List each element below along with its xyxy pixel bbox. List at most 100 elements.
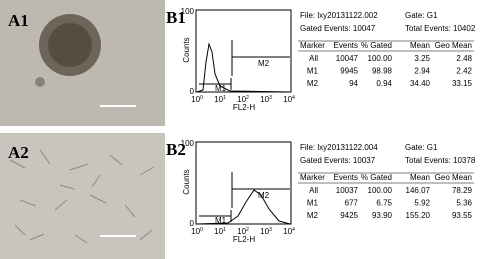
table-cell: 34.40: [410, 79, 431, 88]
table-header: Events: [334, 41, 358, 50]
y-tick-label: 0: [190, 87, 195, 96]
table-header: Events: [334, 173, 358, 182]
tick-exponent: 3: [269, 227, 272, 233]
table-cell: 5.92: [414, 199, 430, 208]
tick-exponent: 3: [269, 95, 272, 101]
x-tick-label: 101: [214, 227, 226, 236]
y-axis-label: Counts: [182, 37, 191, 62]
gated-events: Gated Events: 10037: [300, 156, 376, 165]
table-cell: 677: [345, 199, 359, 208]
table-cell: 6.75: [376, 199, 392, 208]
cell: [35, 77, 45, 87]
x-tick-label: 102: [237, 227, 249, 236]
table-cell: All: [309, 186, 318, 195]
y-tick-label: 100: [181, 139, 195, 148]
table-cell: 94: [349, 79, 358, 88]
cell-texture: [9, 149, 155, 244]
table-header: Geo Mean: [435, 41, 472, 50]
table-cell: 100.00: [368, 54, 393, 63]
table-cell: 9945: [340, 67, 358, 76]
x-tick-label: 100: [191, 95, 203, 104]
file-name: File: lxy20131122.004: [300, 143, 378, 152]
table-cell: 5.36: [456, 199, 472, 208]
table-cell: 93.90: [372, 211, 393, 220]
tick-base: 10: [260, 227, 269, 236]
table-header: Geo Mean: [435, 173, 472, 182]
table-cell: 9425: [340, 211, 358, 220]
tick-base: 10: [191, 95, 200, 104]
tick-exponent: 0: [200, 95, 203, 101]
table-cell: All: [309, 54, 318, 63]
x-axis-label: FL2-H: [233, 235, 255, 244]
plot-frame: [195, 9, 292, 93]
marker-label: M1: [215, 216, 227, 225]
y-tick-label: 100: [181, 7, 195, 16]
gated-events: Gated Events: 10047: [300, 24, 376, 33]
table-cell: 100.00: [368, 186, 393, 195]
table-cell: 2.94: [414, 67, 430, 76]
x-tick-label: 103: [260, 95, 272, 104]
tick-exponent: 2: [246, 95, 249, 101]
tick-exponent: 1: [223, 227, 226, 233]
tick-exponent: 0: [200, 227, 203, 233]
table-header: Mean: [410, 173, 430, 182]
x-tick-label: 102: [237, 95, 249, 104]
tick-base: 10: [237, 95, 246, 104]
tick-exponent: 4: [292, 227, 295, 233]
y-tick-label: 0: [190, 219, 195, 228]
table-cell: 2.42: [456, 67, 472, 76]
gate: Gate: G1: [405, 11, 438, 20]
tick-base: 10: [214, 95, 223, 104]
marker-label: M2: [258, 191, 270, 200]
tick-base: 10: [260, 95, 269, 104]
micrograph-a2: [0, 133, 165, 259]
x-tick-label: 104: [283, 95, 295, 104]
table-cell: 98.98: [372, 67, 393, 76]
table-header: Marker: [300, 173, 325, 182]
x-tick-label: 100: [191, 227, 203, 236]
table-cell: 78.29: [452, 186, 473, 195]
plot-frame: [195, 141, 292, 225]
panel-label: B2: [166, 140, 186, 159]
table-header: Mean: [410, 41, 430, 50]
panel-label: B1: [166, 8, 186, 27]
tick-exponent: 2: [246, 227, 249, 233]
table-header: Marker: [300, 41, 325, 50]
table-cell: 155.20: [406, 211, 431, 220]
table-cell: 33.15: [452, 79, 473, 88]
table-cell: 146.07: [406, 186, 431, 195]
total-events: Total Events: 10402: [405, 24, 476, 33]
table-cell: 10037: [336, 186, 359, 195]
spheroid-core: [48, 23, 92, 67]
marker-label: M1: [215, 84, 227, 93]
table-header: % Gated: [361, 173, 392, 182]
panel-label: A2: [8, 143, 29, 162]
table-cell: M1: [307, 199, 319, 208]
tick-base: 10: [237, 227, 246, 236]
total-events: Total Events: 10378: [405, 156, 476, 165]
tick-base: 10: [214, 227, 223, 236]
marker-label: M2: [258, 59, 270, 68]
table-cell: 0.94: [376, 79, 392, 88]
table-cell: M2: [307, 79, 319, 88]
file-name: File: lxy20131122.002: [300, 11, 378, 20]
table-cell: M1: [307, 67, 319, 76]
tick-base: 10: [191, 227, 200, 236]
table-cell: 2.48: [456, 54, 472, 63]
tick-exponent: 1: [223, 95, 226, 101]
table-cell: 3.25: [414, 54, 430, 63]
y-axis-label: Counts: [182, 169, 191, 194]
table-cell: M2: [307, 211, 319, 220]
x-axis-label: FL2-H: [233, 103, 255, 112]
x-tick-label: 103: [260, 227, 272, 236]
table-cell: 10047: [336, 54, 359, 63]
histogram-curve: [196, 42, 291, 93]
tick-base: 10: [283, 227, 292, 236]
table-header: % Gated: [361, 41, 392, 50]
tick-base: 10: [283, 95, 292, 104]
table-cell: 93.55: [452, 211, 473, 220]
tick-exponent: 4: [292, 95, 295, 101]
x-tick-label: 104: [283, 227, 295, 236]
gate: Gate: G1: [405, 143, 438, 152]
